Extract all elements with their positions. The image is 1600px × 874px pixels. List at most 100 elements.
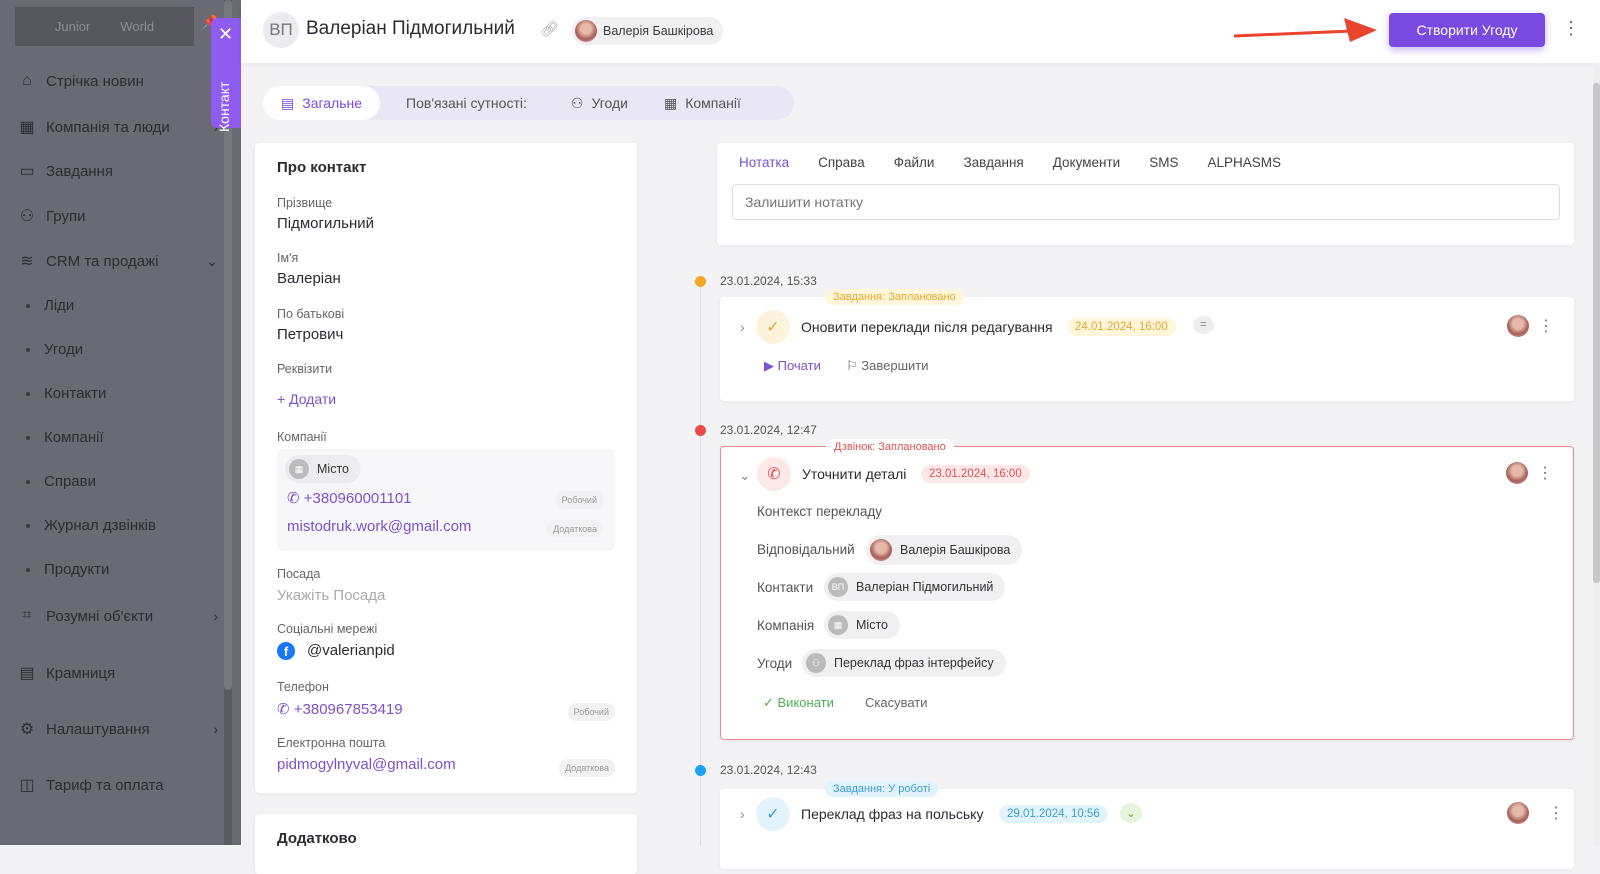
phone-type-tag: Робочий xyxy=(555,491,603,509)
sidebar-subitem[interactable]: Контакти xyxy=(26,385,106,402)
link-icon[interactable]: 🔗︎ xyxy=(540,21,560,38)
home-icon: ⌂ xyxy=(22,72,32,89)
sidebar-item-store[interactable]: ▤ Крамниця xyxy=(18,663,218,683)
priority-icon[interactable]: = xyxy=(1193,316,1214,334)
scan-icon: ⌗ xyxy=(22,607,32,624)
position-input[interactable]: Укажіть Посада xyxy=(277,587,386,604)
check-circle-icon: ✓ xyxy=(756,310,790,344)
responsible-chip[interactable]: Валерія Башкірова xyxy=(866,535,1023,565)
close-icon[interactable]: ✕ xyxy=(218,24,234,44)
facebook-handle[interactable]: @valerianpid xyxy=(307,642,395,659)
label: Загальне xyxy=(302,95,363,111)
sidebar-item-tasks[interactable]: ▭ Завдання xyxy=(18,161,218,181)
field-label: Ім'я xyxy=(277,251,299,265)
tab-tasks[interactable]: Завдання xyxy=(963,155,1024,170)
chevron-right-icon[interactable]: › xyxy=(740,319,745,335)
label: Налаштування xyxy=(46,720,150,738)
company-chip[interactable]: ▦ Місто xyxy=(285,455,361,483)
field-label: Електронна пошта xyxy=(277,736,386,750)
call-context: Контекст перекладу xyxy=(757,504,883,519)
more-icon[interactable]: ⋮ xyxy=(1548,805,1564,822)
company-phone[interactable]: ✆ +380960001101 xyxy=(287,490,412,507)
add-requisites-button[interactable]: + Додати xyxy=(277,391,337,407)
field-label: По батькові xyxy=(277,307,345,321)
related-label: Пов'язані сутності: xyxy=(406,95,527,111)
gear-icon: ⚙ xyxy=(19,721,35,738)
tab-deals[interactable]: ⚇ Угоди xyxy=(553,86,646,120)
task-title[interactable]: Оновити переклади після редагування xyxy=(801,319,1053,335)
tab-files[interactable]: Файли xyxy=(893,155,935,170)
check-circle-icon: ✓ xyxy=(756,797,790,831)
sidebar-item-crm[interactable]: ≋ CRM та продажі ⌄ xyxy=(18,251,218,271)
email-type-tag: Додаткова xyxy=(547,520,603,538)
assignee-avatar xyxy=(1507,315,1529,337)
company-chip[interactable]: ▦ Місто xyxy=(824,611,900,639)
sidebar-subitem[interactable]: Компанії xyxy=(26,429,104,446)
label: Завершити xyxy=(861,358,929,373)
name-value[interactable]: Валеріан xyxy=(277,270,341,287)
chevron-right-icon[interactable]: › xyxy=(740,806,745,822)
chevron-down-icon[interactable]: ⌄ xyxy=(739,467,751,483)
sidebar-subitem[interactable]: Журнал дзвінків xyxy=(26,517,156,534)
sidebar-subitem[interactable]: Справи xyxy=(26,473,96,490)
tab-general[interactable]: ▤ Загальне xyxy=(263,86,381,120)
building-icon: ▦ xyxy=(828,615,848,635)
extra-card: Додатково xyxy=(255,814,637,874)
sidebar-item-smart-objects[interactable]: ⌗ Розумні об'єкти › xyxy=(18,607,218,625)
start-button[interactable]: ▶ Почати xyxy=(764,358,821,373)
avatar: ВП xyxy=(828,577,848,597)
calendar-icon: ▭ xyxy=(19,163,35,180)
patronymic-value[interactable]: Петрович xyxy=(277,326,344,343)
sidebar-subitem[interactable]: Угоди xyxy=(26,341,83,358)
label: Журнал дзвінків xyxy=(44,517,156,534)
tab-companies[interactable]: ▦ Компанії xyxy=(646,86,759,120)
sidebar-item-groups[interactable]: ⚇ Групи xyxy=(18,206,218,226)
more-icon[interactable]: ⋮ xyxy=(1538,318,1554,335)
logo[interactable]: Junior World xyxy=(15,7,194,46)
more-icon[interactable]: ⋮ xyxy=(1537,465,1553,482)
call-title[interactable]: Уточнити деталі xyxy=(802,466,907,482)
sidebar-subitem[interactable]: Ліди xyxy=(26,297,74,314)
sidebar-item-news[interactable]: ⌂ Стрічка новин xyxy=(18,72,218,90)
surname-value[interactable]: Підмогильний xyxy=(277,215,374,232)
sidebar-item-company[interactable]: ▦Компанія та люди› xyxy=(18,117,218,137)
sidebar-item-settings[interactable]: ⚙ Налаштування › xyxy=(18,719,218,739)
label: Контакти xyxy=(44,385,107,402)
owner-chip[interactable]: Валерія Башкірова xyxy=(572,17,724,45)
sidebar-scrollbar-thumb[interactable] xyxy=(224,0,232,690)
wallet-icon: ◫ xyxy=(19,777,35,794)
main-scrollbar[interactable] xyxy=(1593,63,1600,845)
scrollbar-thumb[interactable] xyxy=(1593,83,1600,583)
cancel-button[interactable]: Скасувати xyxy=(865,695,928,710)
tab-note[interactable]: Нотатка xyxy=(739,155,790,170)
label: Місто xyxy=(317,462,349,476)
contact-chip[interactable]: ВП Валеріан Підмогильний xyxy=(824,573,1006,601)
status-badge: Завдання: У роботі xyxy=(825,781,939,797)
tab-alphasms[interactable]: ALPHASMS xyxy=(1207,155,1281,170)
field-label: Прізвище xyxy=(277,196,333,210)
create-deal-button[interactable]: Створити Угоду xyxy=(1389,13,1545,47)
finish-button[interactable]: ⚐ Завершити xyxy=(846,358,929,373)
phone: +380967853419 xyxy=(293,701,403,718)
email-link[interactable]: pidmogylnyval@gmail.com xyxy=(277,756,456,773)
tab-case[interactable]: Справа xyxy=(818,155,865,170)
phone-link[interactable]: ✆ +380967853419 xyxy=(277,701,403,718)
tab-documents[interactable]: Документи xyxy=(1052,155,1121,170)
company-email[interactable]: mistodruk.work@gmail.com xyxy=(287,518,472,535)
avatar xyxy=(870,539,892,561)
deal-chip[interactable]: ⚇ Переклад фраз інтерфейсу xyxy=(802,649,1006,677)
more-icon[interactable]: ⋮ xyxy=(1562,18,1580,38)
note-input[interactable] xyxy=(732,184,1560,220)
building-icon: ▦ xyxy=(663,94,678,111)
complete-button[interactable]: ✓ Виконати xyxy=(763,695,834,710)
contact-panel-tab[interactable]: ✕ Контакт xyxy=(211,18,241,132)
label: Угоди xyxy=(44,341,84,358)
sidebar-subitem[interactable]: Продукти xyxy=(26,561,109,578)
tab-sms[interactable]: SMS xyxy=(1149,155,1179,170)
priority-low-icon[interactable]: ⌄ xyxy=(1120,803,1142,823)
sidebar-item-billing[interactable]: ◫ Тариф та оплата xyxy=(18,775,218,795)
task-title[interactable]: Переклад фраз на польську xyxy=(801,806,984,822)
timeline-date: 23.01.2024, 12:43 xyxy=(720,763,817,777)
field-label: Контакти xyxy=(757,580,814,595)
label: Компанія та люди xyxy=(46,118,170,136)
